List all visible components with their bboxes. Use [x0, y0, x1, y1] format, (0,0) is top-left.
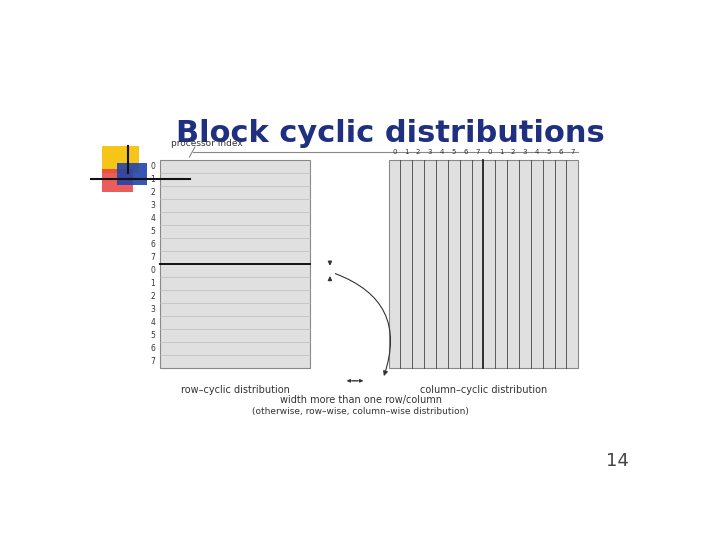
Bar	[117, 163, 148, 185]
Text: 0: 0	[150, 266, 156, 275]
Text: 1: 1	[499, 150, 503, 156]
Bar	[102, 146, 138, 173]
Text: 4: 4	[534, 150, 539, 156]
Text: 5: 5	[150, 227, 156, 237]
Text: 6: 6	[464, 150, 468, 156]
Text: 5: 5	[150, 332, 156, 340]
Text: 5: 5	[546, 150, 551, 156]
Bar	[389, 160, 578, 368]
Bar	[102, 168, 133, 192]
Text: 7: 7	[150, 357, 156, 366]
Text: 3: 3	[523, 150, 527, 156]
Bar	[160, 160, 310, 368]
Text: 1: 1	[150, 279, 156, 288]
Text: 4: 4	[150, 214, 156, 224]
Text: row–cyclic distribution: row–cyclic distribution	[181, 385, 289, 395]
Text: 2: 2	[416, 150, 420, 156]
Text: column–cyclic distribution: column–cyclic distribution	[420, 385, 547, 395]
Text: 6: 6	[150, 240, 156, 249]
Text: 2: 2	[511, 150, 516, 156]
Text: 14: 14	[606, 452, 629, 470]
Text: 0: 0	[392, 150, 397, 156]
Text: 7: 7	[475, 150, 480, 156]
Text: 0: 0	[150, 163, 156, 171]
Text: Block cyclic distributions: Block cyclic distributions	[176, 119, 606, 148]
Text: 3: 3	[150, 305, 156, 314]
Text: 2: 2	[150, 292, 156, 301]
Text: 6: 6	[150, 345, 156, 353]
Text: 1: 1	[150, 176, 156, 185]
Text: 0: 0	[487, 150, 492, 156]
Text: width more than one row/column: width more than one row/column	[279, 395, 441, 406]
Text: (otherwise, row–wise, column–wise distribution): (otherwise, row–wise, column–wise distri…	[252, 407, 469, 416]
Text: processor index: processor index	[171, 139, 243, 148]
Text: 6: 6	[558, 150, 563, 156]
Text: 3: 3	[150, 201, 156, 211]
Text: 4: 4	[150, 319, 156, 327]
Text: 2: 2	[150, 188, 156, 198]
Text: 7: 7	[570, 150, 575, 156]
Text: 3: 3	[428, 150, 432, 156]
Text: 5: 5	[451, 150, 456, 156]
Text: 1: 1	[404, 150, 408, 156]
Text: 7: 7	[150, 253, 156, 262]
Text: 4: 4	[440, 150, 444, 156]
